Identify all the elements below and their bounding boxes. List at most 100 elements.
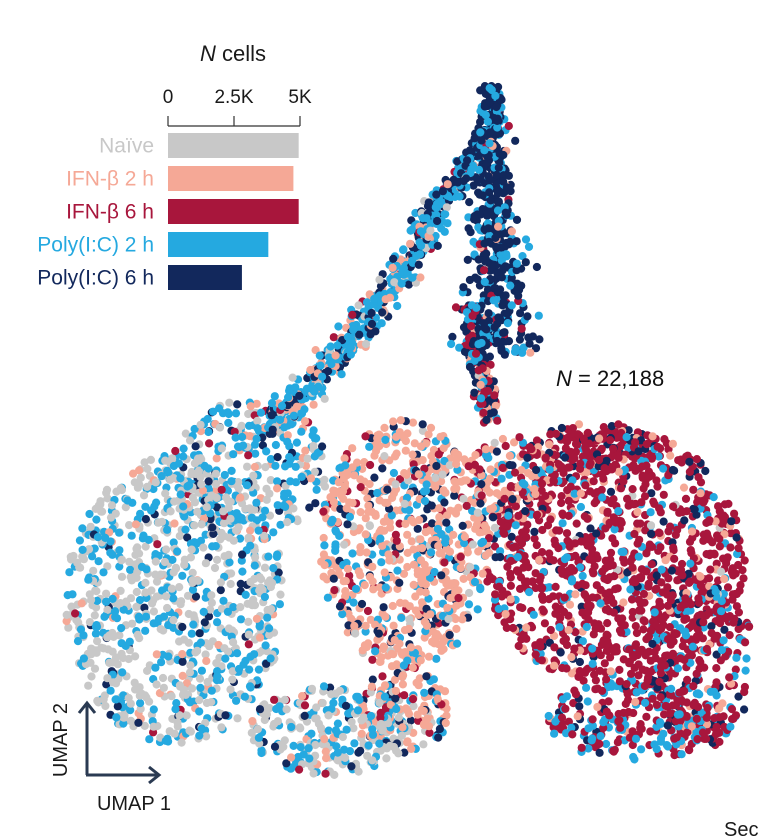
umap-point	[493, 336, 502, 346]
umap-point	[491, 590, 500, 599]
umap-point	[525, 339, 534, 348]
umap-point	[236, 615, 246, 624]
umap-point	[380, 692, 389, 701]
umap-point	[570, 644, 579, 653]
umap-point	[353, 706, 363, 715]
umap-point	[716, 567, 726, 576]
umap-point	[344, 709, 353, 718]
umap-point	[555, 526, 564, 535]
umap-point	[393, 301, 402, 311]
umap-point	[296, 743, 305, 752]
umap-point	[619, 598, 628, 607]
umap-point	[286, 477, 295, 486]
umap-point	[187, 629, 196, 638]
umap-point	[485, 572, 495, 581]
umap-point	[562, 529, 572, 538]
umap-point	[246, 683, 255, 692]
umap-point	[274, 568, 283, 577]
umap-point	[637, 745, 646, 754]
umap-point	[179, 452, 188, 461]
umap-point	[99, 695, 108, 704]
umap-point	[397, 613, 406, 623]
umap-point	[406, 716, 415, 725]
umap-point	[409, 545, 418, 554]
umap-point	[400, 499, 409, 508]
umap-point	[507, 532, 516, 542]
umap-point	[626, 557, 635, 566]
umap-point	[213, 555, 222, 565]
umap-point	[512, 215, 522, 224]
umap-point	[381, 612, 390, 621]
umap-point	[366, 460, 375, 470]
umap-point	[462, 501, 471, 510]
umap-point	[204, 477, 213, 486]
umap-point	[195, 696, 204, 705]
umap-point	[159, 612, 169, 621]
umap-point	[201, 559, 210, 568]
umap-point	[179, 685, 188, 694]
umap-point	[126, 573, 135, 582]
umap-point	[694, 702, 703, 712]
umap-point	[163, 525, 172, 534]
umap-point	[179, 444, 188, 453]
umap-point	[253, 416, 262, 425]
umap-point	[342, 725, 351, 734]
umap-point	[265, 511, 275, 520]
umap-point	[534, 311, 543, 320]
umap-point	[229, 638, 238, 647]
umap-point	[437, 571, 446, 580]
umap-point	[371, 647, 380, 656]
umap-point	[190, 521, 199, 530]
umap-point	[481, 445, 490, 454]
umap-point	[167, 692, 176, 701]
umap-point	[354, 567, 363, 576]
umap-point	[621, 699, 630, 709]
umap-point	[343, 520, 352, 529]
umap-point	[631, 622, 640, 631]
umap-point	[269, 564, 278, 573]
umap-point	[639, 625, 648, 634]
umap-point	[615, 626, 625, 635]
umap-point	[566, 482, 575, 491]
umap-point	[696, 581, 705, 590]
umap-point	[661, 556, 670, 565]
umap-point	[340, 540, 349, 549]
umap-point	[627, 595, 637, 604]
umap-point	[196, 683, 205, 693]
umap-point	[65, 568, 74, 577]
umap-point	[628, 485, 637, 494]
umap-point	[379, 603, 388, 612]
umap-point	[361, 514, 370, 523]
umap-point	[340, 454, 349, 463]
umap-point	[589, 477, 598, 486]
umap-point	[657, 578, 666, 587]
umap-point	[384, 550, 393, 559]
umap-point	[416, 273, 425, 282]
umap-point	[149, 484, 158, 494]
umap-point	[357, 599, 367, 609]
umap-point	[580, 512, 589, 521]
umap-point	[145, 735, 154, 744]
umap-point	[538, 548, 547, 557]
umap-point	[262, 447, 271, 456]
umap-point	[455, 192, 464, 201]
umap-point	[505, 451, 514, 460]
umap-point	[681, 494, 691, 503]
umap-point	[71, 609, 80, 618]
umap-point	[103, 674, 112, 683]
umap-point	[623, 568, 632, 577]
umap-point	[213, 618, 222, 627]
umap-point	[614, 507, 623, 516]
umap-point	[624, 443, 633, 452]
umap-point	[244, 409, 253, 419]
umap-point	[261, 463, 270, 472]
umap-point	[744, 622, 754, 631]
umap-point	[121, 503, 130, 512]
umap-point	[703, 703, 712, 713]
umap-point	[742, 654, 751, 663]
umap-point	[433, 241, 442, 250]
umap-point	[599, 423, 608, 432]
umap-point	[293, 515, 302, 524]
umap-point	[588, 715, 597, 724]
umap-point	[531, 650, 540, 659]
